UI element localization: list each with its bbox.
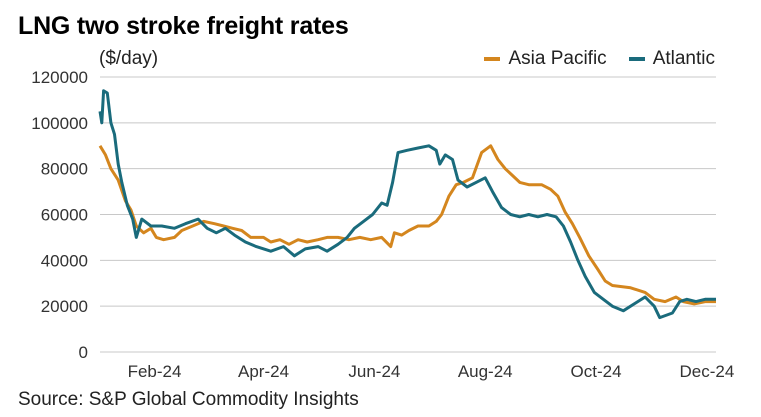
y-tick-label-3: 60000 (41, 206, 88, 225)
source-note: Source: S&P Global Commodity Insights (18, 389, 359, 410)
y-tick-label-1: 20000 (41, 297, 88, 316)
x-tick-label-3: Aug-24 (458, 362, 513, 381)
y-tick-label-5: 100000 (31, 114, 88, 133)
chart-title: LNG two stroke freight rates (18, 12, 349, 40)
series-line-atlantic (98, 89, 716, 320)
y-tick-label-4: 80000 (41, 160, 88, 179)
y-tick-label-0: 0 (79, 343, 88, 362)
x-tick-label-5: Dec-24 (680, 362, 735, 381)
y-axis-unit-label: ($/day) (99, 48, 159, 69)
y-tick-label-2: 40000 (41, 251, 88, 270)
x-tick-label-0: Feb-24 (128, 362, 182, 381)
legend-item-atlantic: Atlantic (628, 48, 715, 70)
legend-swatch-atlantic (628, 57, 645, 61)
y-tick-label-6: 120000 (31, 68, 88, 87)
legend-label-asia-pacific: Asia Pacific (508, 48, 607, 69)
x-tick-label-2: Jun-24 (348, 362, 400, 381)
legend-label-atlantic: Atlantic (652, 48, 715, 69)
x-tick-label-4: Oct-24 (571, 362, 622, 381)
legend-swatch-asia-pacific (484, 57, 501, 61)
legend: Asia Pacific Atlantic (484, 48, 715, 70)
x-tick-label-1: Apr-24 (238, 362, 289, 381)
series-line-asia-pacific (98, 144, 716, 306)
legend-item-asia-pacific: Asia Pacific (484, 48, 607, 70)
